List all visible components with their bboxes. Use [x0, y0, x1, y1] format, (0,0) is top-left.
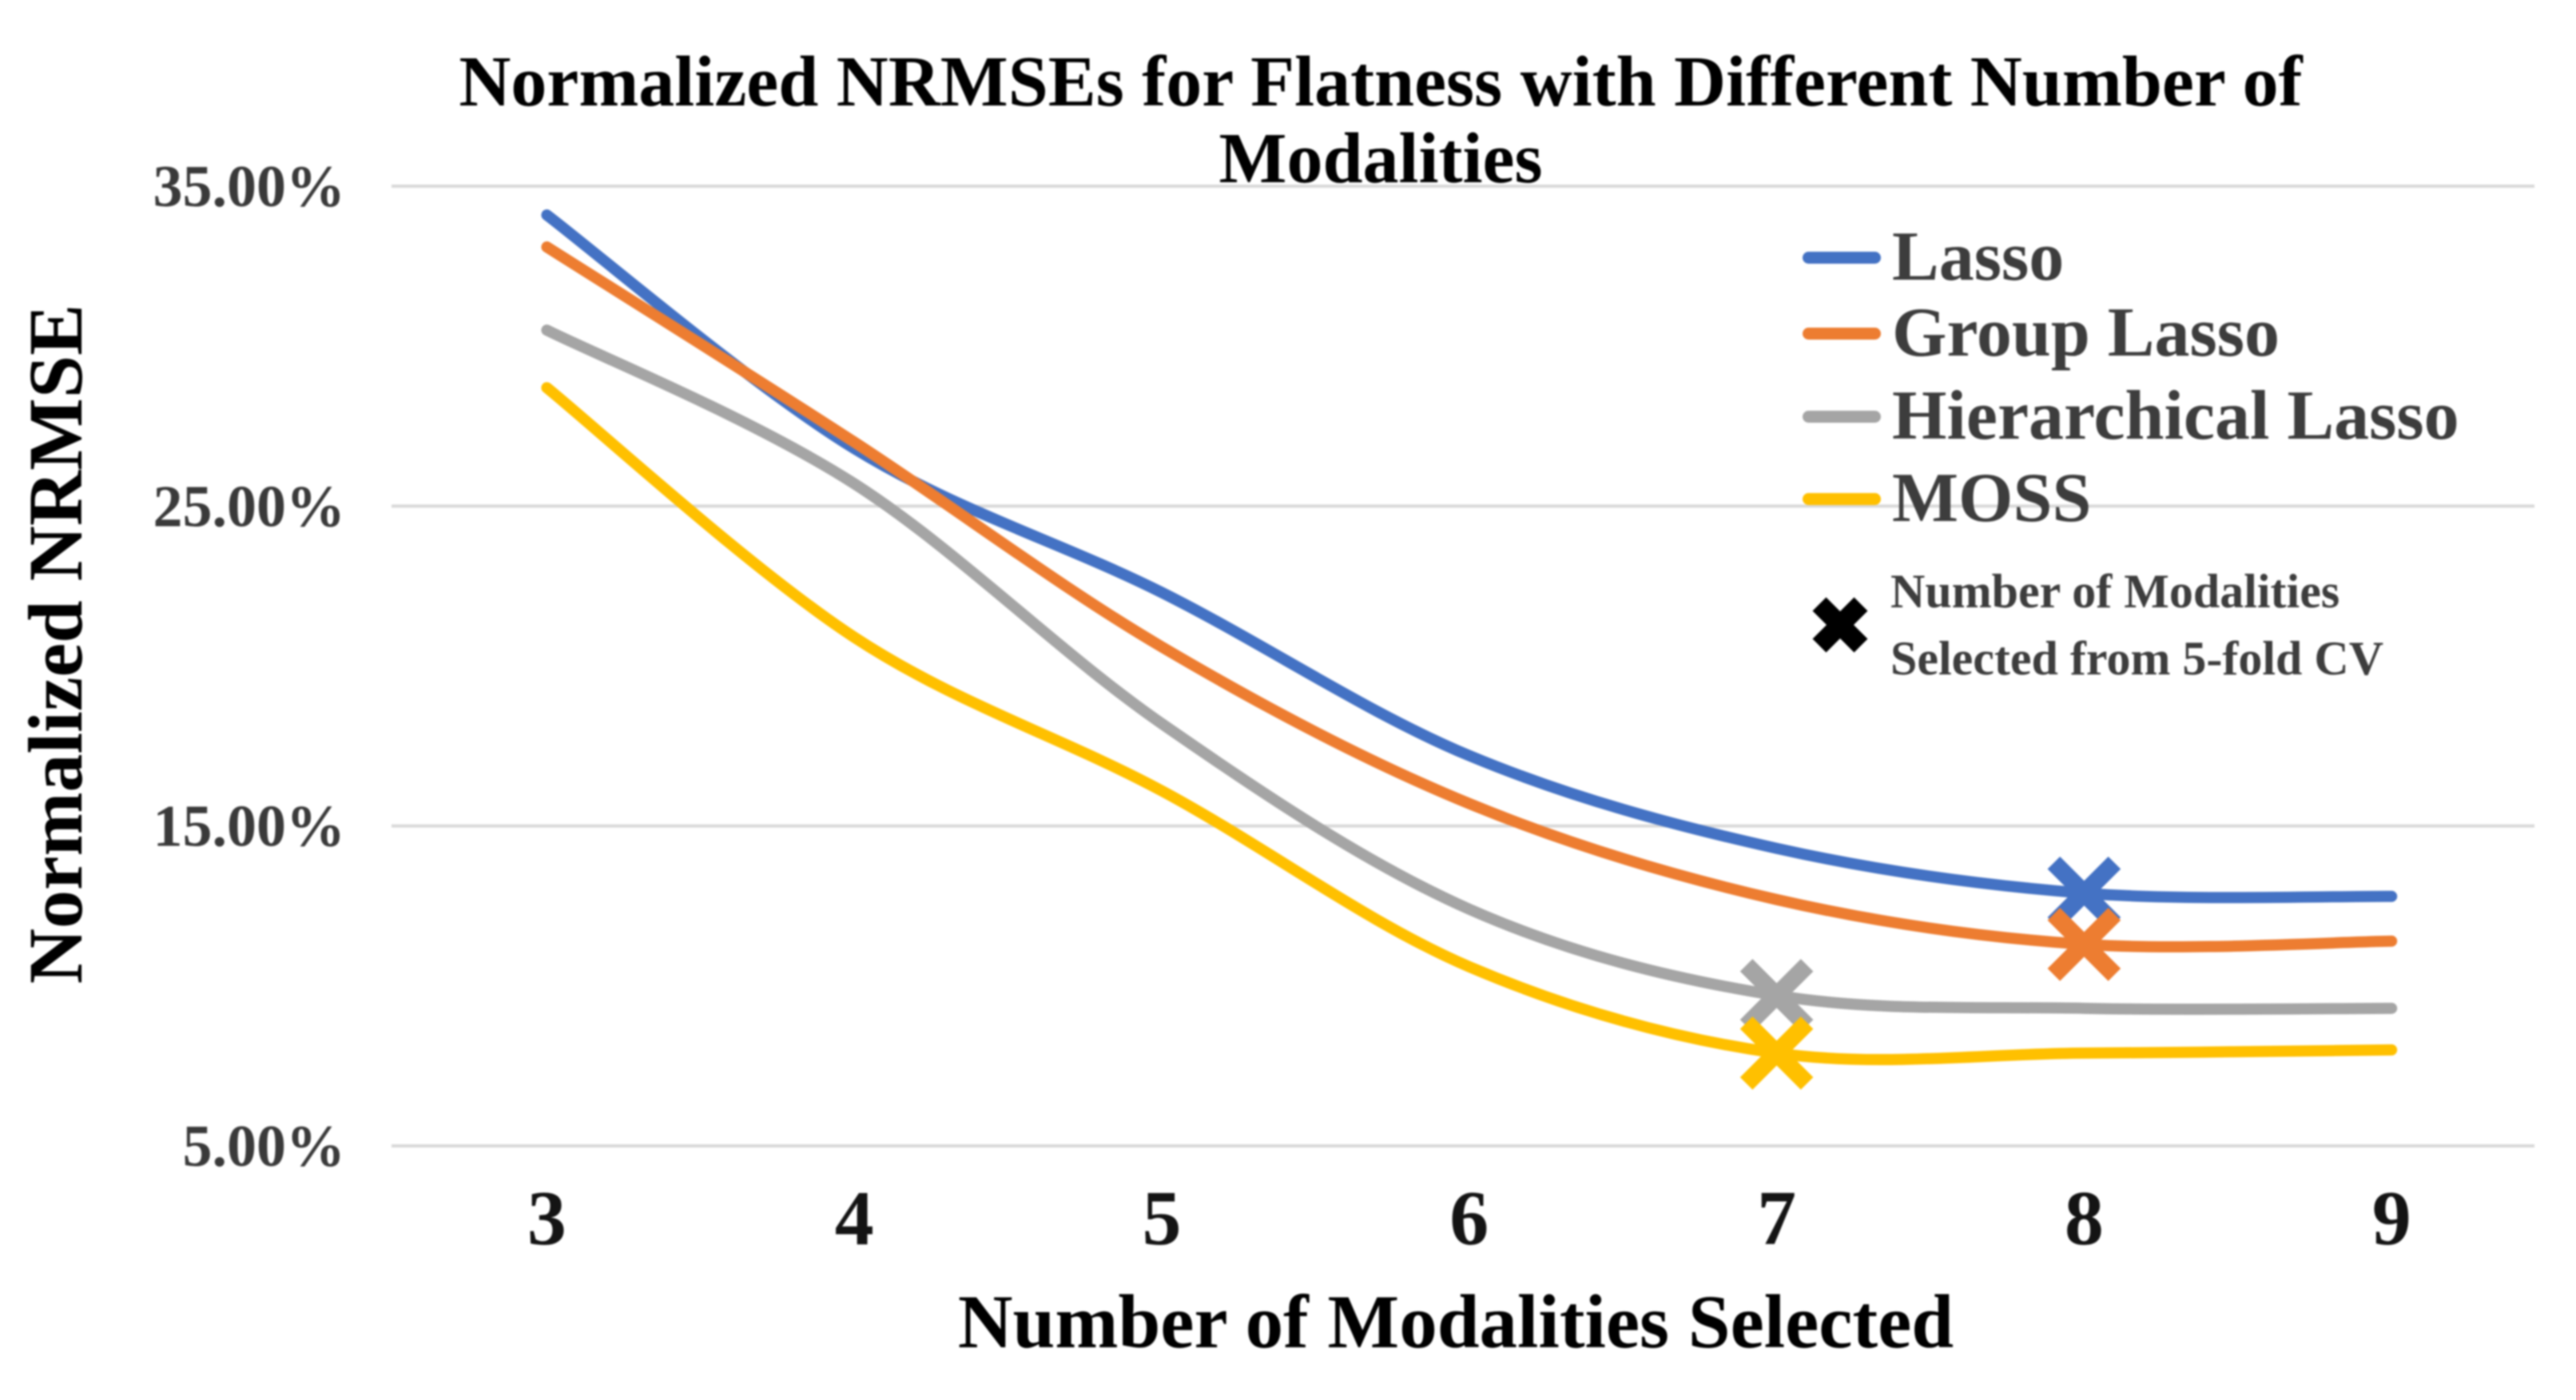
legend-swatch-hierarchical-lasso	[1803, 410, 1881, 423]
chart-title-line1: Normalized NRMSEs for Flatness with Diff…	[459, 42, 2303, 121]
x-tick-label: 5	[1143, 1175, 1182, 1262]
legend-label-hierarchical-lasso: Hierarchical Lasso	[1892, 377, 2459, 455]
series-line-moss	[541, 382, 2398, 1066]
x-tick-label: 8	[2065, 1175, 2104, 1262]
cv-legend-line1: Number of Modalities	[1890, 565, 2340, 618]
cv-markers-layer	[1739, 856, 2121, 1090]
cv-legend-text: Number of Modalities Selected from 5-fol…	[1890, 558, 2383, 692]
legend-item-group-lasso: Group Lasso	[1803, 294, 2280, 372]
x-tick-label: 4	[835, 1175, 874, 1262]
tick-labels-layer: 35.00% 25.00% 15.00% 5.00% 3 4 5 6 7 8 9	[153, 154, 2411, 1262]
x-axis-title: Number of Modalities Selected	[958, 1279, 1954, 1364]
gridlines-layer	[392, 185, 2534, 1147]
series-line-hierarchical-lasso	[541, 324, 2398, 1016]
cv-marker-hierarchical-lasso	[1739, 959, 1814, 1032]
legend-item-lasso: Lasso	[1803, 218, 2064, 296]
y-tick-label: 35.00%	[153, 154, 346, 220]
legend-label-lasso: Lasso	[1892, 218, 2065, 296]
y-tick-label: 15.00%	[153, 794, 346, 860]
y-tick-label: 25.00%	[153, 474, 346, 539]
cv-marker-group-lasso	[2047, 908, 2121, 981]
x-tick-label: 6	[1449, 1175, 1489, 1262]
legend-swatch-moss	[1803, 492, 1881, 505]
y-tick-label: 5.00%	[183, 1114, 346, 1179]
legend-label-group-lasso: Group Lasso	[1892, 294, 2280, 372]
legend-label-moss: MOSS	[1892, 459, 2092, 537]
chart-title-line2: Modalities	[1219, 119, 1543, 198]
legend-item-moss: MOSS	[1803, 459, 2091, 538]
cv-legend-item: Number of Modalities Selected from 5-fol…	[1809, 558, 2383, 692]
x-tick-label: 7	[1757, 1175, 1796, 1262]
y-axis-title: Normalized NRMSE	[13, 304, 98, 984]
x-tick-label: 3	[527, 1175, 566, 1262]
legend-swatch-group-lasso	[1803, 327, 1881, 340]
cv-legend-line2: Selected from 5-fold CV	[1890, 632, 2384, 685]
x-tick-label: 9	[2372, 1175, 2411, 1262]
legend-swatch-lasso	[1803, 251, 1881, 264]
legend-item-hierarchical-lasso: Hierarchical Lasso	[1803, 377, 2459, 455]
x-marker-icon	[1812, 597, 1868, 653]
cv-marker-moss	[1739, 1016, 1814, 1090]
